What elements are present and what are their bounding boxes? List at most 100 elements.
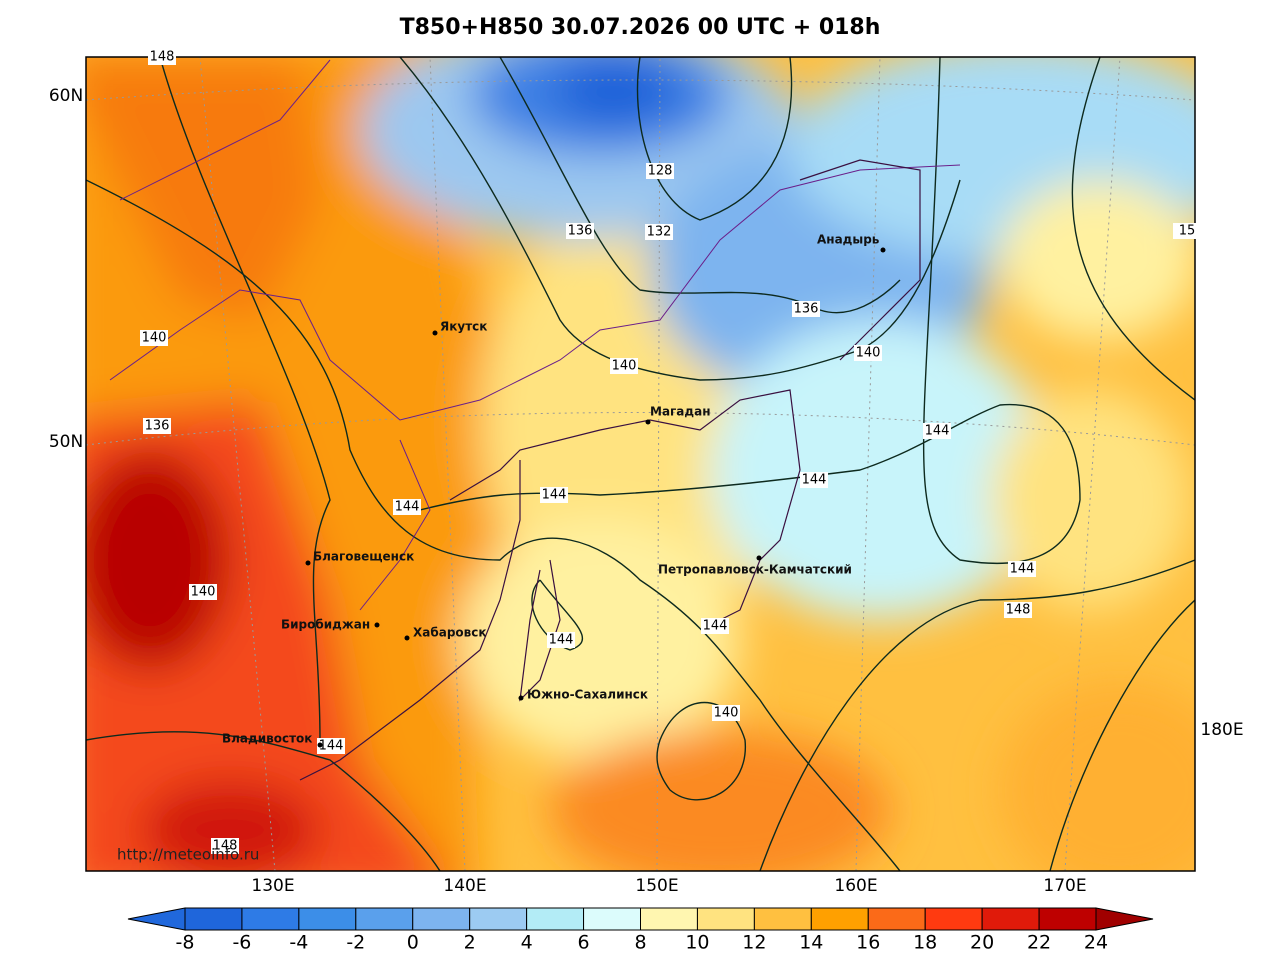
- contour-label: 144: [1010, 562, 1035, 577]
- colorbar-swatch: [184, 907, 243, 931]
- contour-label-bg: [701, 618, 729, 634]
- contour-label-bg: [547, 632, 575, 648]
- contour-label: 144: [549, 633, 574, 648]
- colorbar-tick-label: 2: [464, 932, 476, 954]
- contour-label-bg: [148, 49, 176, 65]
- contour-label-bg: [1173, 223, 1201, 239]
- map-frame: [85, 56, 1196, 872]
- contour-label: 15: [1179, 224, 1196, 239]
- colorbar-tick-label: 8: [634, 932, 646, 954]
- colorbar-tick-label: 18: [913, 932, 937, 954]
- colorbar-swatch: [1038, 907, 1097, 931]
- colorbar-tick-label: 6: [578, 932, 590, 954]
- city-dot: [880, 247, 886, 253]
- contour-label-bg: [792, 301, 820, 317]
- lon-label: 140E: [443, 876, 486, 896]
- colorbar-swatch: [412, 907, 471, 931]
- colorbar-tick-label: 0: [407, 932, 419, 954]
- contour-label: 148: [150, 50, 175, 65]
- contour-label: 144: [925, 424, 950, 439]
- colorbar-swatch: [640, 907, 698, 931]
- colorbar-swatch: [241, 907, 300, 931]
- colorbar-tick-label: 24: [1084, 932, 1108, 954]
- city-label: Биробиджан: [281, 618, 370, 632]
- colorbar-swatch: [583, 907, 641, 931]
- contour-label: 140: [612, 359, 637, 374]
- contour-label: 136: [794, 302, 819, 317]
- contour-label: 144: [319, 739, 344, 754]
- contour-label-bg: [610, 358, 638, 374]
- contour-label-bg: [645, 224, 673, 240]
- contour-label-bg: [566, 223, 594, 239]
- lat-label: 60N: [49, 86, 83, 106]
- colorbar-tick-label: -2: [346, 932, 365, 954]
- contour-label-bg: [800, 472, 828, 488]
- contour-label: 140: [714, 706, 739, 721]
- colorbar-swatch: [526, 907, 585, 931]
- contour-label-bg: [143, 418, 171, 434]
- colorbar-tick-label: 16: [856, 932, 880, 954]
- lon-label: 170E: [1043, 876, 1086, 896]
- contour-label-bg: [189, 584, 217, 600]
- colorbar-tick-label: 14: [799, 932, 823, 954]
- colorbar-swatch: [469, 907, 528, 931]
- colorbar-swatch: [298, 907, 357, 931]
- city-label: Благовещенск: [313, 550, 414, 564]
- contour-label: 140: [142, 331, 167, 346]
- colorbar-swatch: [810, 907, 869, 931]
- lat-label: 50N: [49, 432, 83, 452]
- contour-label-bg: [646, 163, 674, 179]
- contour-label: 144: [395, 500, 420, 515]
- source-label: http://meteoinfo.ru: [117, 846, 259, 864]
- colorbar-swatch: [753, 907, 812, 931]
- graticule: [86, 57, 1195, 871]
- city-label: Владивосток: [222, 732, 312, 746]
- city-dot: [432, 330, 438, 336]
- lon-label: 130E: [251, 876, 294, 896]
- city-label: Якутск: [440, 320, 487, 334]
- contours: [86, 57, 1195, 871]
- colorbar-high: [1095, 907, 1154, 931]
- contour-label: 148: [213, 839, 238, 854]
- contour-label-bg: [317, 738, 345, 754]
- colorbar-swatch: [924, 907, 983, 931]
- city-dot: [645, 419, 651, 425]
- title: T850+H850 30.07.2026 00 UTC + 018h: [400, 15, 881, 40]
- contour-label: 144: [703, 619, 728, 634]
- lon-label: 180E: [1200, 720, 1243, 740]
- contour-label: 140: [856, 346, 881, 361]
- city-dot: [374, 622, 380, 628]
- colorbar-swatch: [696, 907, 755, 931]
- colorbar-tick-label: 12: [742, 932, 766, 954]
- colorbar-swatch: [981, 907, 1040, 931]
- contour-label-bg: [712, 705, 740, 721]
- city-label: Южно-Сахалинск: [527, 688, 648, 702]
- colorbar-tick-label: -6: [232, 932, 251, 954]
- contour-label-bg: [1004, 602, 1032, 618]
- colorbar-tick-label: 22: [1027, 932, 1051, 954]
- city-dot: [518, 695, 524, 701]
- city-label: Петропавловск-Камчатский: [658, 563, 852, 577]
- colorbar-swatch: [355, 907, 414, 931]
- contour-label: 144: [542, 488, 567, 503]
- contour-label-bg: [211, 838, 239, 854]
- colorbar-tick-label: -8: [176, 932, 195, 954]
- city-dot: [317, 742, 323, 748]
- colorbar-swatch: [867, 907, 926, 931]
- colorbar-tick-label: 4: [521, 932, 533, 954]
- borders: [109, 59, 961, 611]
- lon-label: 150E: [635, 876, 678, 896]
- contour-label-bg: [393, 499, 421, 515]
- colorbar-tick-label: 10: [685, 932, 709, 954]
- contour-label-bg: [1008, 561, 1036, 577]
- colorbar-low: [127, 907, 186, 931]
- city-label: Магадан: [650, 405, 711, 419]
- city-label: Анадырь: [817, 233, 880, 247]
- contour-label: 136: [568, 224, 593, 239]
- contour-label: 132: [647, 225, 672, 240]
- contour-label: 144: [802, 473, 827, 488]
- contour-label: 128: [648, 164, 673, 179]
- contour-label: 140: [191, 585, 216, 600]
- contour-label: 148: [1006, 603, 1031, 618]
